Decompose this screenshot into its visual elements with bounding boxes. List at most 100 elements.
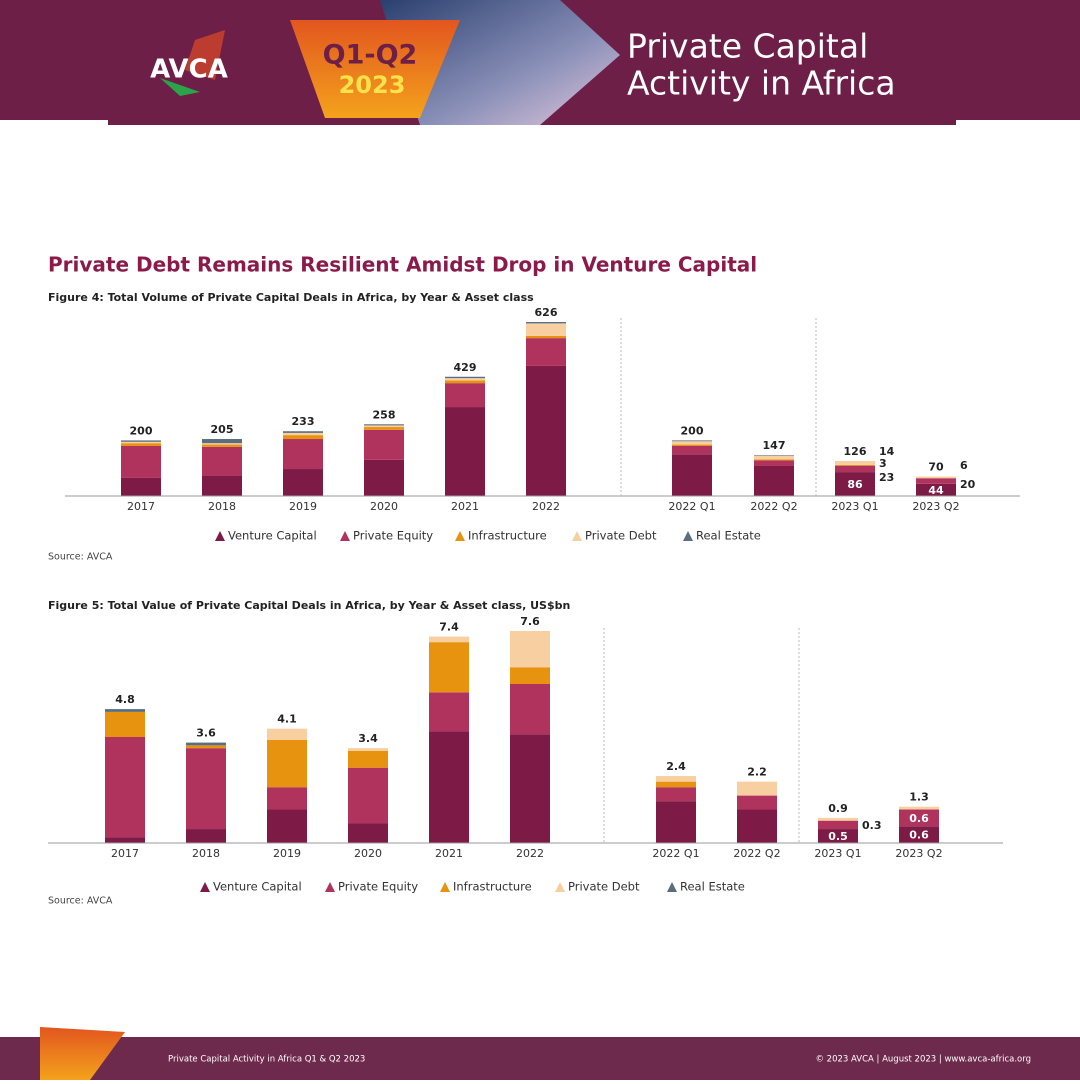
legend-marker (572, 531, 582, 541)
legend-label: Real Estate (680, 880, 745, 894)
total-label: 3.6 (196, 727, 216, 740)
bar-segment (121, 441, 161, 444)
bar-segment (754, 465, 794, 496)
total-label: 1.3 (909, 791, 929, 804)
bar-segment (348, 823, 388, 843)
bar-segment (835, 460, 875, 465)
bar-segment (283, 439, 323, 470)
legend-label: Infrastructure (468, 529, 547, 543)
total-label: 258 (373, 408, 396, 421)
bar-segment (364, 425, 404, 428)
x-tick-label: 2018 (192, 847, 220, 860)
logo: AVCA (150, 55, 228, 85)
header-title: Activity in Africa (627, 64, 896, 103)
total-label: 205 (211, 423, 234, 436)
segment-label: 0.5 (828, 830, 848, 843)
x-tick-label: 2022 (532, 500, 560, 513)
footer-band (0, 1037, 1080, 1080)
x-tick-label: 2023 Q2 (912, 500, 959, 513)
segment-label: 44 (928, 484, 944, 497)
x-tick-label: 2020 (354, 847, 382, 860)
footer-mark (40, 1027, 125, 1080)
legend-label: Private Equity (353, 529, 433, 543)
x-tick-label: 2022 Q1 (668, 500, 715, 513)
bar-segment (818, 820, 858, 830)
segment-label: 14 (879, 445, 895, 458)
legend-marker (555, 882, 565, 892)
bar-segment (754, 459, 794, 461)
bar-segment (672, 440, 712, 442)
bar-segment (105, 709, 145, 712)
bar-segment (267, 809, 307, 843)
bar-segment (186, 829, 226, 843)
legend-marker (455, 531, 465, 541)
bar-segment (754, 455, 794, 456)
segment-label: 0.3 (862, 819, 882, 832)
bar-segment (656, 781, 696, 788)
bar-segment (429, 636, 469, 643)
x-tick-label: 2023 Q2 (895, 847, 942, 860)
bar-segment (916, 483, 956, 496)
bar-segment (899, 826, 939, 843)
bar-segment (186, 745, 226, 749)
bar-segment (737, 781, 777, 796)
bar-segment (526, 365, 566, 496)
logo-mark (185, 30, 225, 80)
bar-segment (445, 383, 485, 408)
total-label: 147 (763, 439, 786, 452)
x-tick-label: 2018 (208, 500, 236, 513)
bar-segment (899, 806, 939, 810)
legend-label: Private Debt (585, 529, 657, 543)
bar-segment (283, 432, 323, 436)
header-title: Private Capital (627, 27, 868, 66)
source: Source: AVCA (48, 552, 113, 563)
bar-segment (916, 476, 956, 479)
footer-right: © 2023 AVCA | August 2023 | www.avca-afr… (815, 1055, 1031, 1065)
bar-segment (364, 424, 404, 426)
bar-segment (835, 472, 875, 496)
total-label: 70 (928, 461, 944, 474)
total-label: 233 (292, 415, 315, 428)
total-label: 2.4 (666, 760, 686, 773)
total-label: 200 (681, 424, 704, 437)
x-tick-label: 2021 (435, 847, 463, 860)
bar-segment (429, 642, 469, 693)
legend-marker (325, 882, 335, 892)
bar-segment (916, 478, 956, 484)
bar-segment (348, 748, 388, 751)
total-label: 200 (130, 424, 153, 437)
bar-segment (267, 739, 307, 788)
bar-segment (818, 829, 858, 843)
bar-segment (510, 734, 550, 843)
bar-segment (835, 465, 875, 473)
legend-label: Private Debt (568, 880, 640, 894)
year: 2023 (339, 71, 406, 99)
bar-segment (364, 459, 404, 496)
bar-segment (672, 445, 712, 455)
bar-segment (526, 322, 566, 324)
x-tick-label: 2019 (273, 847, 301, 860)
x-tick-label: 2023 Q1 (814, 847, 861, 860)
bar-segment (267, 728, 307, 740)
legend-marker (215, 531, 225, 541)
x-tick-label: 2017 (127, 500, 155, 513)
bar-segment (283, 431, 323, 433)
period-badge (290, 20, 460, 118)
legend-marker (440, 882, 450, 892)
bar-segment (510, 667, 550, 684)
bar-segment (672, 444, 712, 446)
headline: Private Debt Remains Resilient Amidst Dr… (48, 253, 757, 277)
total-label: 126 (844, 445, 867, 458)
bar-segment (445, 376, 485, 379)
bar-segment (445, 380, 485, 384)
period: Q1-Q2 (323, 40, 418, 71)
bar-segment (202, 475, 242, 496)
bar-segment (899, 809, 939, 827)
x-tick-label: 2022 Q2 (733, 847, 780, 860)
logo-mark (160, 78, 200, 96)
bar-segment (656, 801, 696, 843)
bar-segment (818, 817, 858, 821)
total-label: 4.1 (277, 713, 297, 726)
bar-segment (105, 711, 145, 737)
